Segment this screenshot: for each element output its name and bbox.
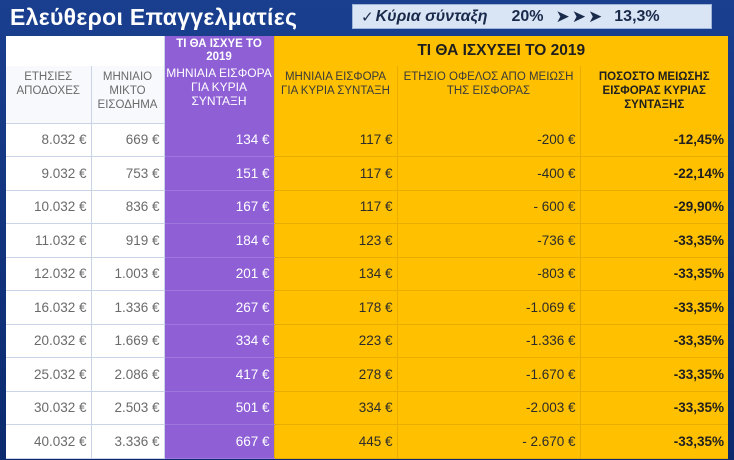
cell-new-monthly-contribution: 334 € (273, 391, 397, 425)
cell-current-monthly-contribution: 134 € (164, 123, 274, 157)
cell-reduction-percent: -33,35% (579, 257, 728, 291)
banner-old-rate: 20% (511, 7, 544, 25)
table-row: 10.032 €836 €167 €117 € - 600 € -29,90% (6, 190, 728, 224)
banner-new-rate: 13,3% (614, 7, 660, 25)
cell-new-monthly-contribution: 134 € (273, 257, 397, 291)
col-header-annual-earnings: ΕΤΗΣΙΕΣ ΑΠΟΔΟΧΕΣ (6, 66, 92, 124)
cell-current-monthly-contribution: 167 € (164, 190, 274, 224)
cell-current-monthly-contribution: 667 € (164, 424, 274, 459)
cell-new-monthly-contribution: 123 € (273, 223, 397, 258)
cell-monthly-gross-income: 2.503 € (91, 391, 165, 425)
group-header-future: ΤΙ ΘΑ ΙΣΧΥΣΕΙ ΤΟ 2019 (273, 36, 728, 66)
cell-annual-earnings: 20.032 € (6, 324, 92, 358)
cell-monthly-gross-income: 669 € (91, 123, 165, 157)
cell-annual-earnings: 11.032 € (6, 223, 92, 258)
cell-current-monthly-contribution: 151 € (164, 156, 274, 191)
cell-reduction-percent: -29,90% (579, 190, 728, 224)
cell-current-monthly-contribution: 501 € (164, 391, 274, 425)
cell-new-monthly-contribution: 117 € (273, 156, 397, 191)
col-header-monthly-gross-income: ΜΗΝΙΑΙΟ ΜΙΚΤΟ ΕΙΣΟΔΗΜΑ (91, 66, 165, 124)
cell-monthly-gross-income: 2.086 € (91, 357, 165, 392)
cell-new-monthly-contribution: 445 € (273, 424, 397, 459)
cell-annual-earnings: 8.032 € (6, 123, 92, 157)
check-icon: ✓ (361, 8, 374, 26)
contributions-table: ΤΙ ΘΑ ΙΣΧΥΕ ΤΟ 2019 ΤΙ ΘΑ ΙΣΧΥΣΕΙ ΤΟ 201… (6, 36, 728, 459)
contribution-rate-banner: ✓ Κύρια σύνταξη 20% ➤➤➤ 13,3% (352, 4, 712, 29)
cell-annual-earnings: 9.032 € (6, 156, 92, 191)
banner-label: Κύρια σύνταξη (375, 7, 488, 25)
cell-annual-earnings: 16.032 € (6, 290, 92, 325)
table-row: 25.032 €2.086 €417 €278 € -1.670 € -33,35% (6, 357, 728, 392)
table-row: 9.032 €753 €151 €117 € -400 € -22,14% (6, 156, 728, 191)
col-header-current-monthly-contribution: ΜΗΝΙΑΙΑ ΕΙΣΦΟΡΑ ΓΙΑ ΚΥΡΙΑ ΣΥΝΤΑΞΗ (164, 66, 274, 123)
cell-reduction-percent: -33,35% (579, 391, 728, 425)
cell-new-monthly-contribution: 117 € (273, 123, 397, 157)
cell-annual-benefit: -400 € (396, 156, 580, 191)
cell-monthly-gross-income: 3.336 € (91, 424, 165, 459)
cell-monthly-gross-income: 1.336 € (91, 290, 165, 325)
col-header-reduction-percent: ΠΟΣΟΣΤΟ ΜΕΙΩΣΗΣ ΕΙΣΦΟΡΑΣ ΚΥΡΙΑΣ ΣΥΝΤΑΞΗΣ (579, 66, 728, 123)
cell-annual-benefit: -803 € (396, 257, 580, 291)
cell-annual-benefit: -2.003 € (396, 391, 580, 425)
cell-new-monthly-contribution: 278 € (273, 357, 397, 392)
column-header-row: ΕΤΗΣΙΕΣ ΑΠΟΔΟΧΕΣ ΜΗΝΙΑΙΟ ΜΙΚΤΟ ΕΙΣΟΔΗΜΑ … (6, 66, 728, 124)
cell-annual-earnings: 25.032 € (6, 357, 92, 392)
cell-reduction-percent: -22,14% (579, 156, 728, 191)
cell-current-monthly-contribution: 184 € (164, 223, 274, 258)
col-header-new-monthly-contribution: ΜΗΝΙΑΙΑ ΕΙΣΦΟΡΑ ΓΙΑ ΚΥΡΙΑ ΣΥΝΤΑΞΗ (273, 66, 397, 123)
cell-monthly-gross-income: 1.003 € (91, 257, 165, 291)
table-row: 40.032 €3.336 €667 €445 € - 2.670 € -33,35… (6, 424, 728, 459)
cell-current-monthly-contribution: 201 € (164, 257, 274, 291)
group-header-blank (6, 36, 165, 66)
arrow-right-icon: ➤➤➤ (555, 6, 605, 26)
cell-annual-benefit: -1.336 € (396, 324, 580, 358)
cell-new-monthly-contribution: 223 € (273, 324, 397, 358)
cell-monthly-gross-income: 1.669 € (91, 324, 165, 358)
cell-annual-benefit: -736 € (396, 223, 580, 258)
cell-current-monthly-contribution: 334 € (164, 324, 274, 358)
table-row: 8.032 €669 €134 €117 € -200 € -12,45% (6, 123, 728, 157)
cell-annual-benefit: - 2.670 € (396, 424, 580, 459)
cell-reduction-percent: -33,35% (579, 290, 728, 325)
table-row: 30.032 €2.503 €501 €334 € -2.003 € -33,35% (6, 391, 728, 425)
cell-new-monthly-contribution: 178 € (273, 290, 397, 325)
cell-new-monthly-contribution: 117 € (273, 190, 397, 224)
cell-current-monthly-contribution: 417 € (164, 357, 274, 392)
cell-current-monthly-contribution: 267 € (164, 290, 274, 325)
cell-annual-benefit: - 600 € (396, 190, 580, 224)
cell-reduction-percent: -33,35% (579, 223, 728, 258)
cell-annual-earnings: 10.032 € (6, 190, 92, 224)
cell-reduction-percent: -33,35% (579, 324, 728, 358)
cell-reduction-percent: -33,35% (579, 424, 728, 459)
table-row: 12.032 €1.003 €201 €134 € -803 € -33,35% (6, 257, 728, 291)
cell-annual-benefit: -1.069 € (396, 290, 580, 325)
table-row: 20.032 €1.669 €334 €223 € -1.336 € -33,35% (6, 324, 728, 358)
table-row: 11.032 €919 €184 €123 € -736 € -33,35% (6, 223, 728, 258)
group-header-current: ΤΙ ΘΑ ΙΣΧΥΕ ΤΟ 2019 (164, 36, 274, 66)
cell-monthly-gross-income: 919 € (91, 223, 165, 258)
cell-monthly-gross-income: 753 € (91, 156, 165, 191)
cell-annual-earnings: 12.032 € (6, 257, 92, 291)
cell-annual-earnings: 40.032 € (6, 424, 92, 459)
group-header-row: ΤΙ ΘΑ ΙΣΧΥΕ ΤΟ 2019 ΤΙ ΘΑ ΙΣΧΥΣΕΙ ΤΟ 201… (6, 36, 728, 66)
cell-reduction-percent: -33,35% (579, 357, 728, 392)
cell-reduction-percent: -12,45% (579, 123, 728, 157)
cell-annual-benefit: -1.670 € (396, 357, 580, 392)
cell-monthly-gross-income: 836 € (91, 190, 165, 224)
page-title: Ελεύθεροι Επαγγελματίες (10, 4, 298, 30)
table-row: 16.032 €1.336 €267 €178 € -1.069 € -33,35% (6, 290, 728, 325)
cell-annual-benefit: -200 € (396, 123, 580, 157)
cell-annual-earnings: 30.032 € (6, 391, 92, 425)
col-header-annual-benefit: ΕΤΗΣΙΟ ΟΦΕΛΟΣ ΑΠΟ ΜΕΙΩΣΗ ΤΗΣ ΕΙΣΦΟΡΑΣ (396, 66, 580, 123)
